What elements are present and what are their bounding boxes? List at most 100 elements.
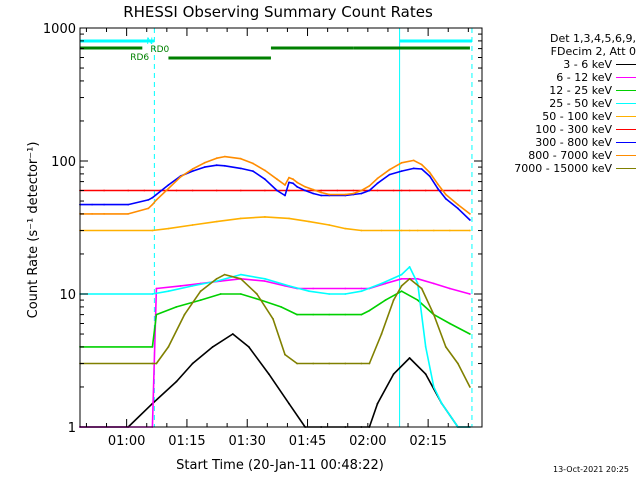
legend-swatch — [616, 116, 636, 117]
series-6-point-20 — [296, 185, 298, 188]
y-tick-label-0: 1 — [68, 421, 76, 436]
series-7-point-38 — [469, 213, 471, 215]
series-7-point-7 — [167, 187, 170, 190]
series-6-point-14 — [252, 170, 254, 173]
series-4-point-4 — [215, 220, 218, 223]
series-8-point-7 — [223, 273, 226, 276]
series-0-point-16 — [392, 373, 395, 375]
y-tick-label-2: 100 — [51, 155, 76, 170]
series-7-point-18 — [288, 176, 290, 179]
series-5-point-1 — [103, 189, 105, 192]
series-2-point-6 — [239, 293, 242, 295]
series-6-point-7 — [167, 184, 170, 186]
series-3-point-14 — [408, 266, 411, 268]
series-4-point-9 — [328, 224, 331, 226]
series-7-point-19 — [292, 178, 294, 181]
legend-entry: 800 - 7000 keV — [470, 149, 636, 162]
series-5-point-22 — [457, 189, 459, 192]
series-8-point-12 — [296, 362, 298, 365]
series-8-point-14 — [328, 362, 331, 365]
series-6-point-21 — [304, 189, 306, 192]
series-8-point-3 — [167, 346, 170, 348]
series-2-point-3 — [175, 306, 178, 308]
series-7-point-4 — [147, 207, 150, 210]
series-6-point-13 — [239, 167, 242, 170]
series-8-point-9 — [256, 293, 258, 295]
series-2-point-8 — [280, 306, 282, 308]
y-axis-label: Count Rate (s⁻¹ detector⁻¹) — [26, 142, 41, 319]
series-2-point-13 — [360, 313, 363, 316]
series-8-point-18 — [380, 333, 383, 335]
legend: Det 1,3,4,5,6,9, FDecim 2, Att 0 3 - 6 k… — [470, 32, 636, 175]
series-1-point-12 — [360, 287, 363, 290]
series-6-point-37 — [457, 207, 459, 210]
series-5-point-19 — [408, 189, 411, 192]
legend-swatch — [616, 64, 636, 65]
legend-entry-label: 3 - 6 keV — [563, 58, 612, 71]
series-2-point-14 — [368, 309, 371, 312]
series-6-point-10 — [203, 166, 206, 169]
series-3-point-11 — [360, 290, 363, 293]
state-label-n: N — [146, 37, 153, 47]
series-3-point-17 — [432, 386, 435, 388]
series-3-point-13 — [400, 273, 403, 276]
state-label-rd6: RD6 — [130, 53, 149, 63]
series-0-point-7 — [247, 346, 250, 348]
series-2-point-4 — [199, 299, 202, 301]
x-tick-label-1: 01:15 — [168, 434, 205, 449]
series-8-point-4 — [183, 313, 186, 316]
series-5-point-6 — [191, 189, 194, 192]
legend-entry: 3 - 6 keV — [470, 58, 636, 71]
series-8-point-22 — [420, 287, 423, 290]
series-0-point-6 — [231, 333, 234, 335]
series-7-point-3 — [127, 213, 130, 215]
series-8-point-10 — [272, 318, 274, 320]
series-7-point-16 — [276, 178, 278, 181]
series-7-point-25 — [344, 193, 347, 196]
series-4-point-1 — [151, 229, 154, 232]
series-6-point-28 — [368, 189, 371, 192]
series-6-point-12 — [223, 164, 226, 167]
series-3-point-12 — [380, 282, 383, 285]
series-4-point-8 — [308, 220, 310, 223]
legend-entries: 3 - 6 keV 6 - 12 keV 12 - 25 keV 25 - 50 ke… — [470, 58, 636, 175]
series-6-point-5 — [151, 196, 154, 199]
series-6-point-3 — [127, 203, 130, 206]
legend-entry-label: 7000 - 15000 keV — [514, 162, 612, 175]
series-7-point-30 — [388, 168, 391, 171]
series-5-point-17 — [392, 189, 395, 192]
series-5-point-18 — [400, 189, 403, 192]
series-5-point-7 — [215, 189, 218, 192]
legend-entry: 100 - 300 keV — [470, 123, 636, 136]
series-0-point-9 — [288, 402, 290, 405]
legend-swatch — [616, 103, 636, 104]
series-8-point-25 — [457, 362, 459, 365]
series-8-point-23 — [432, 313, 435, 316]
series-0-point-15 — [376, 402, 379, 405]
series-3-point-16 — [424, 346, 427, 348]
x-tick-label-5: 02:15 — [409, 434, 446, 449]
series-1-point-18 — [448, 287, 451, 290]
series-6-point-1 — [91, 203, 93, 206]
series-3-point-2 — [167, 290, 170, 293]
series-7-point-27 — [360, 189, 363, 192]
series-2-point-11 — [328, 313, 331, 316]
plot-frame — [79, 27, 483, 428]
series-1-point-14 — [384, 282, 387, 285]
series-5-point-14 — [352, 189, 355, 192]
series-3-point-8 — [308, 290, 310, 293]
legend-swatch — [616, 142, 636, 143]
series-3-point-7 — [288, 285, 290, 287]
x-tick-label-0: 01:00 — [108, 434, 145, 449]
series-4-point-2 — [167, 227, 170, 230]
series-8-point-15 — [344, 362, 347, 365]
series-3-point-5 — [239, 273, 242, 276]
series-6-point-34 — [428, 175, 431, 178]
y-tick-label-1: 10 — [59, 288, 76, 303]
legend-entry: 6 - 12 keV — [470, 71, 636, 84]
series-6-point-9 — [191, 170, 194, 173]
series-8-point-11 — [284, 353, 286, 356]
series-7-point-37 — [457, 203, 459, 206]
series-7-point-29 — [376, 177, 379, 180]
